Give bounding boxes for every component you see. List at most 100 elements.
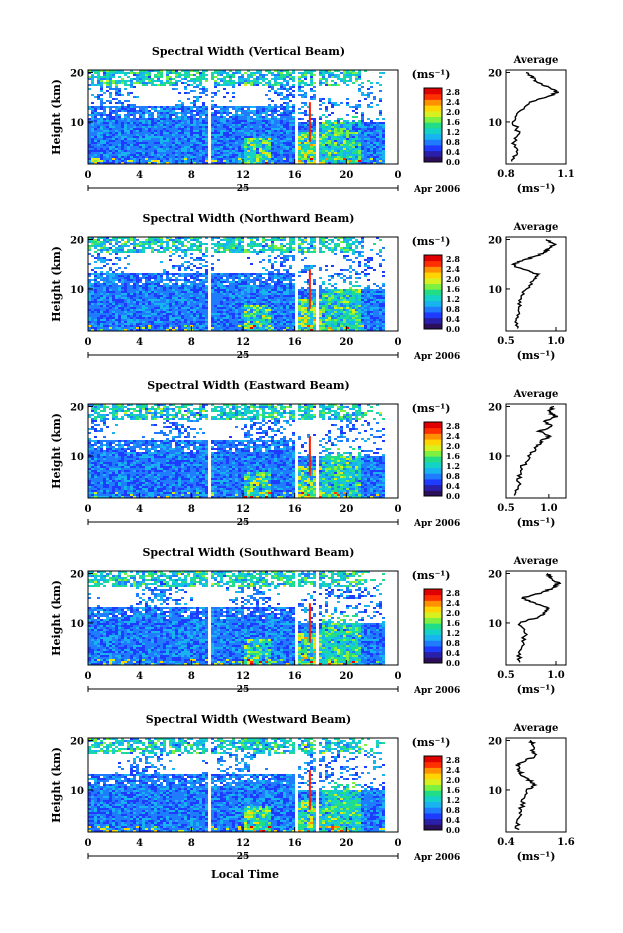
avg-x-tick-label: 1.1: [557, 169, 574, 180]
x-tick-label: 0: [395, 337, 402, 348]
colorbar-tick-label: 2.4: [446, 264, 460, 274]
colorbar-tick-label: 2.0: [446, 441, 460, 451]
day-label: 25: [237, 351, 250, 361]
avg-x-tick-label: 0.8: [497, 169, 514, 180]
colorbar-tick-label: 0.0: [446, 157, 460, 167]
x-tick-label: 0: [395, 671, 402, 682]
heatmap: [88, 404, 385, 498]
y-axis-label: Height (km): [50, 79, 63, 155]
colorbar-tick-label: 1.6: [446, 451, 460, 461]
panel-5: Spectral Width (Westward Beam)Height (km…: [50, 713, 575, 863]
colorbar: [424, 589, 442, 664]
x-tick-label: 4: [136, 337, 143, 348]
y-tick-label: 20: [70, 68, 84, 79]
y-tick-label: 10: [70, 619, 84, 630]
avg-y-tick-label: 20: [488, 235, 502, 246]
average-title: Average: [513, 222, 559, 233]
colorbar-tick-label: 0.0: [446, 324, 460, 334]
avg-x-tick-label: 0.5: [497, 336, 514, 347]
colorbar: [424, 88, 442, 163]
colorbar-tick-label: 1.2: [446, 294, 460, 304]
average-title: Average: [513, 55, 559, 66]
panel-4: Spectral Width (Southward Beam) Height (k…: [50, 546, 566, 696]
colorbar-tick-label: 0.0: [446, 491, 460, 501]
colorbar-unit: (ms⁻¹): [412, 402, 451, 415]
colorbar-tick-label: 1.6: [446, 117, 460, 127]
colorbar-tick-label: 1.6: [446, 618, 460, 628]
colorbar-tick-label: 2.0: [446, 107, 460, 117]
data-streak: [309, 770, 311, 810]
average-frame: [506, 237, 566, 331]
y-tick-label: 20: [70, 569, 84, 580]
x-tick-label: 0: [85, 671, 92, 682]
average-profile-line: [512, 73, 559, 162]
colorbar-tick-label: 0.4: [446, 815, 460, 825]
avg-x-tick-label: 1.6: [557, 837, 574, 848]
day-label: 25: [237, 852, 250, 862]
colorbar-tick-label: 2.8: [446, 755, 460, 765]
colorbar-tick-label: 0.8: [446, 137, 460, 147]
y-tick-label: 20: [70, 736, 84, 747]
panel-title: Spectral Width (Southward Beam): [142, 546, 354, 559]
y-axis-label: Height (km): [50, 580, 63, 656]
colorbar-tick-label: 0.4: [446, 314, 460, 324]
heatmap: [88, 571, 385, 665]
x-tick-label: 8: [188, 838, 195, 849]
colorbar-unit: (ms⁻¹): [412, 569, 451, 582]
data-streak: [309, 603, 311, 643]
colorbar: [424, 422, 442, 497]
colorbar-unit: (ms⁻¹): [412, 235, 451, 248]
x-tick-label: 8: [188, 504, 195, 515]
x-tick-label: 12: [236, 504, 250, 515]
data-streak: [309, 269, 311, 309]
colorbar-tick-label: 0.8: [446, 805, 460, 815]
colorbar-tick-label: 2.8: [446, 254, 460, 264]
panel-3: Spectral Width (Eastward Beam)Height (km…: [50, 379, 566, 529]
y-tick-label: 20: [70, 402, 84, 413]
x-tick-label: 0: [85, 504, 92, 515]
avg-y-tick-label: 10: [488, 452, 502, 463]
x-tick-label: 4: [136, 504, 143, 515]
colorbar: [424, 756, 442, 831]
colorbar-tick-label: 0.0: [446, 825, 460, 835]
x-tick-label: 12: [236, 838, 250, 849]
heatmap: [88, 237, 385, 331]
colorbar-tick-label: 2.0: [446, 274, 460, 284]
x-tick-label: 20: [339, 337, 353, 348]
colorbar-tick-label: 2.4: [446, 431, 460, 441]
x-tick-label: 8: [188, 671, 195, 682]
average-title: Average: [513, 389, 559, 400]
average-unit: (ms⁻¹): [517, 516, 556, 529]
x-tick-label: 0: [395, 838, 402, 849]
x-tick-label: 0: [395, 504, 402, 515]
x-tick-label: 4: [136, 170, 143, 181]
avg-y-tick-label: 20: [488, 402, 502, 413]
average-title: Average: [513, 556, 559, 567]
x-tick-label: 12: [236, 671, 250, 682]
x-tick-label: 16: [288, 838, 302, 849]
colorbar-tick-label: 2.8: [446, 421, 460, 431]
colorbar-tick-label: 2.0: [446, 608, 460, 618]
average-profile-line: [514, 407, 558, 496]
date-label: Apr 2006: [413, 519, 460, 529]
panel-1: Spectral Width (Vertical Beam)Height (km…: [50, 45, 575, 195]
x-tick-label: 16: [288, 504, 302, 515]
average-unit: (ms⁻¹): [517, 850, 556, 863]
average-profile-line: [513, 240, 556, 329]
colorbar-tick-label: 1.2: [446, 795, 460, 805]
x-tick-label: 20: [339, 170, 353, 181]
x-tick-label: 8: [188, 170, 195, 181]
colorbar-tick-label: 2.8: [446, 87, 460, 97]
colorbar-tick-label: 0.8: [446, 638, 460, 648]
x-tick-label: 20: [339, 671, 353, 682]
avg-y-tick-label: 20: [488, 736, 502, 747]
avg-y-tick-label: 20: [488, 68, 502, 79]
avg-x-tick-label: 1.0: [547, 336, 564, 347]
colorbar-tick-label: 2.4: [446, 765, 460, 775]
average-unit: (ms⁻¹): [517, 182, 556, 195]
colorbar-tick-label: 1.2: [446, 127, 460, 137]
avg-x-tick-label: 0.4: [497, 837, 514, 848]
panel-title: Spectral Width (Eastward Beam): [147, 379, 349, 392]
